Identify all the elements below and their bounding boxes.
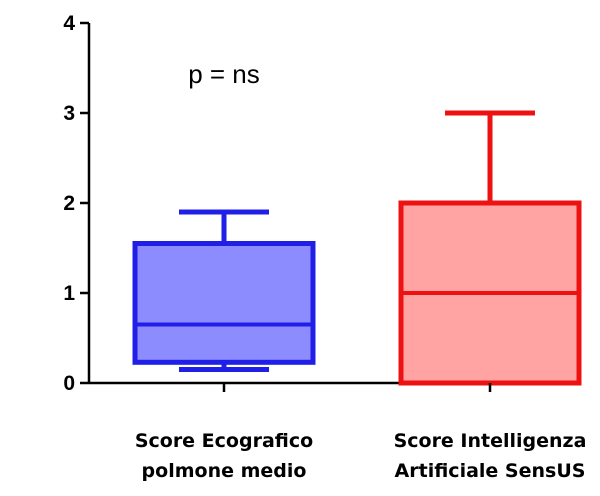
boxes xyxy=(132,110,582,386)
y-tick-label: 3 xyxy=(63,102,75,125)
y-tick-label: 0 xyxy=(63,372,75,395)
x-category-label-line: Score Intelligenza xyxy=(394,430,587,452)
y-ticks: 0 1 2 3 4 xyxy=(63,12,89,395)
significance-annotation: p = ns xyxy=(188,59,260,89)
x-category-label-line: Artificiale SensUS xyxy=(395,460,586,482)
y-tick-label: 4 xyxy=(63,12,75,35)
box-group-2 xyxy=(398,110,582,386)
y-tick-label: 2 xyxy=(63,192,75,215)
iqr-box xyxy=(132,241,316,365)
y-tick-label: 1 xyxy=(63,282,75,305)
x-category-label-line: polmone medio xyxy=(142,460,307,482)
x-category-labels: Score Ecografico polmone medio Score Intel… xyxy=(135,383,587,482)
x-category-label-line: Score Ecografico xyxy=(135,430,313,452)
box-group-1 xyxy=(132,209,316,372)
